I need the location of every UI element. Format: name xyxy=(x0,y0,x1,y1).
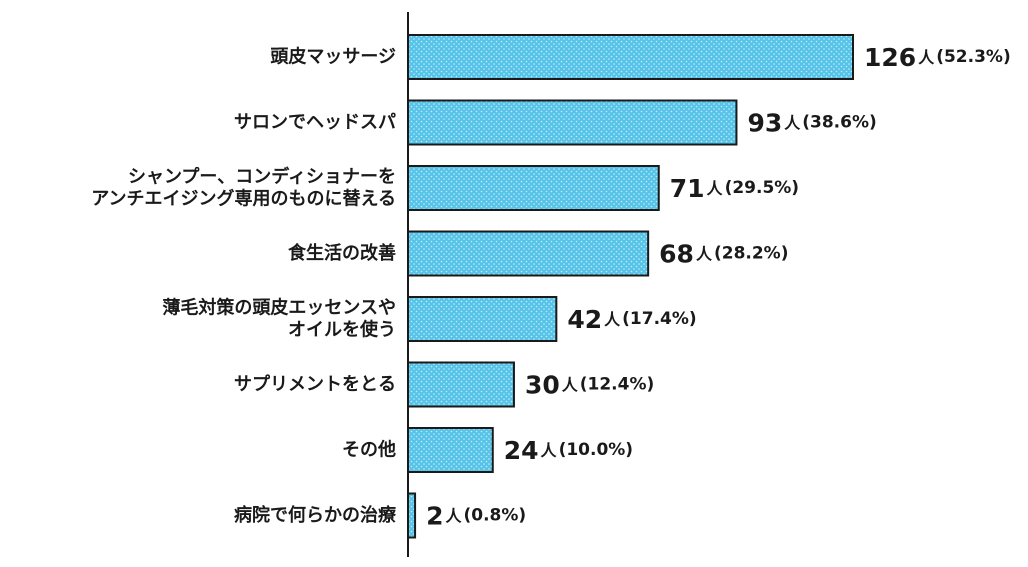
category-label-2-line-1: アンチエイジング専用のものに替える xyxy=(91,188,396,210)
value-percent-7: (0.8%) xyxy=(463,506,526,526)
value-unit-4: 人 xyxy=(604,310,621,329)
bar-4 xyxy=(407,296,558,342)
bars-layer xyxy=(407,34,854,539)
category-label-1: サロンでヘッドスパ xyxy=(234,112,396,133)
value-number-2: 71 xyxy=(670,174,705,203)
value-label-3: 68 人 (28.2%) xyxy=(659,239,788,268)
category-label-6: その他 xyxy=(342,439,396,461)
bar-5 xyxy=(407,361,515,408)
value-label-0: 126 人 (52.3%) xyxy=(864,43,1011,72)
value-label-6: 24 人 (10.0%) xyxy=(504,436,633,465)
bar-3 xyxy=(407,230,650,277)
category-label-4-line-0: 薄毛対策の頭皮エッセンスや xyxy=(162,297,396,319)
value-number-3: 68 xyxy=(659,239,694,268)
bar-1 xyxy=(407,99,738,146)
value-label-5: 30 人 (12.4%) xyxy=(525,370,654,399)
value-label-2: 71 人 (29.5%) xyxy=(670,174,799,203)
value-number-6: 24 xyxy=(504,436,539,465)
value-percent-0: (52.3%) xyxy=(936,47,1011,67)
value-percent-1: (38.6%) xyxy=(802,113,877,133)
value-unit-0: 人 xyxy=(918,48,935,67)
value-number-5: 30 xyxy=(525,370,560,399)
bar-7 xyxy=(407,492,417,539)
category-label-2-line-0: シャンプー、コンディショナーを xyxy=(128,166,396,188)
bar-2 xyxy=(407,165,660,211)
value-percent-2: (29.5%) xyxy=(725,178,800,198)
category-label-7: 病院で何らかの治療 xyxy=(234,504,397,526)
category-label-5: サプリメントをとる xyxy=(234,373,396,395)
value-label-4: 42 人 (17.4%) xyxy=(567,305,696,334)
value-unit-7: 人 xyxy=(445,506,462,525)
value-unit-3: 人 xyxy=(696,244,713,263)
value-unit-5: 人 xyxy=(562,375,579,394)
value-number-4: 42 xyxy=(567,305,602,334)
category-labels: 頭皮マッサージサロンでヘッドスパシャンプー、コンディショナーをアンチエイジング専… xyxy=(91,46,397,527)
value-unit-2: 人 xyxy=(707,179,724,198)
value-number-7: 2 xyxy=(426,501,443,530)
category-label-3: 食生活の改善 xyxy=(287,242,396,264)
value-number-1: 93 xyxy=(747,108,782,137)
bar-0 xyxy=(407,34,854,80)
value-number-0: 126 xyxy=(864,43,916,72)
category-label-0: 頭皮マッサージ xyxy=(270,46,396,68)
value-label-7: 2 人 (0.8%) xyxy=(426,501,526,530)
value-percent-6: (10.0%) xyxy=(559,440,634,460)
value-percent-5: (12.4%) xyxy=(580,375,655,395)
value-unit-1: 人 xyxy=(784,113,801,132)
value-label-1: 93 人 (38.6%) xyxy=(747,108,876,137)
value-labels: 126 人 (52.3%)93 人 (38.6%)71 人 (29.5%)68 人 (28.2%… xyxy=(426,43,1011,531)
category-label-4-line-1: オイルを使う xyxy=(288,320,396,341)
bar-6 xyxy=(407,427,494,473)
value-unit-6: 人 xyxy=(541,441,558,460)
value-percent-4: (17.4%) xyxy=(622,309,697,329)
value-percent-3: (28.2%) xyxy=(714,244,789,264)
